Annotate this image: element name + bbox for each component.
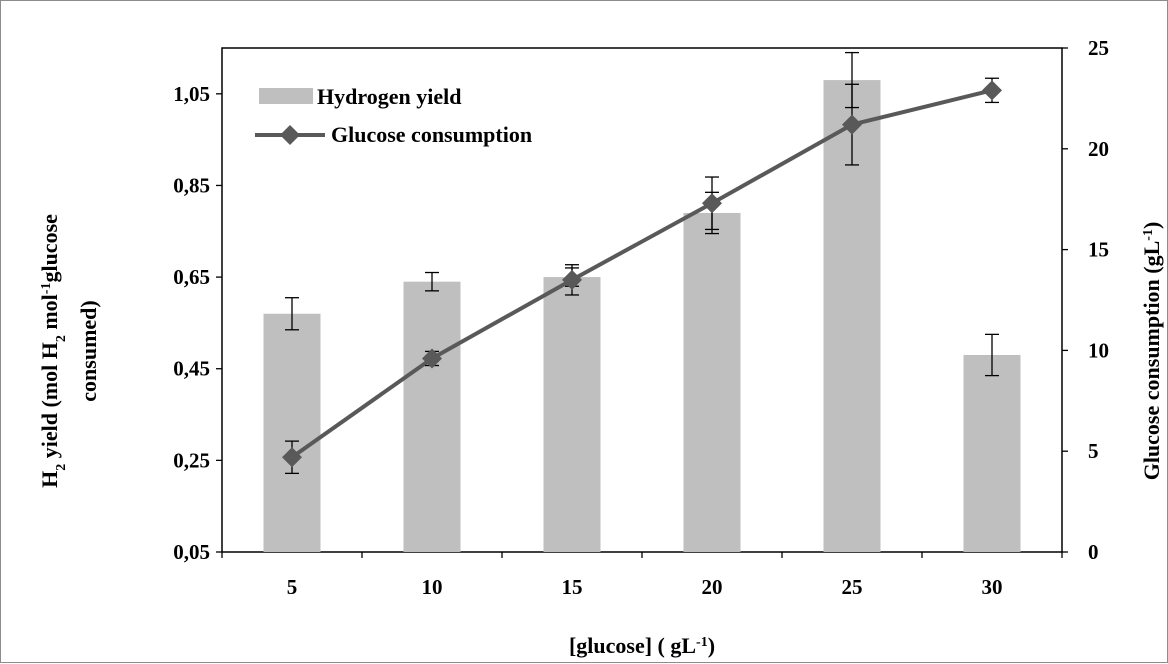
legend: Hydrogen yield Glucose consumption <box>255 84 532 147</box>
x-tick-label: 10 <box>422 575 443 599</box>
title-script-segment: -1 <box>39 283 54 295</box>
title-script-segment: -1 <box>696 635 708 650</box>
right-tick-label: 0 <box>1088 540 1099 564</box>
x-tick-label: 5 <box>287 575 298 599</box>
point-glucose-consumption <box>702 193 722 214</box>
title-text-segment: yield (mol H <box>37 342 62 464</box>
legend-label-hydrogen-yield: Hydrogen yield <box>317 84 461 109</box>
left-tick-label: 1,05 <box>173 82 210 106</box>
right-tick-label: 25 <box>1088 36 1109 60</box>
x-tick-label: 15 <box>562 575 583 599</box>
right-tick-label: 10 <box>1088 338 1109 362</box>
right-tick-label: 15 <box>1088 238 1109 262</box>
title-text-segment: H <box>37 471 62 488</box>
x-axis-title: [glucose] ( gL-1) <box>569 633 715 658</box>
point-glucose-consumption <box>282 447 302 468</box>
bar-hydrogen-yield <box>263 313 321 552</box>
left-axis-title-line2: consumed) <box>76 300 101 401</box>
bar-hydrogen-yield <box>403 281 461 552</box>
line-glucose-consumption <box>290 88 993 459</box>
x-tick-label: 20 <box>702 575 723 599</box>
point-glucose-consumption <box>842 114 862 135</box>
right-tick-label: 5 <box>1088 439 1099 463</box>
title-text-segment: glucose <box>37 214 62 283</box>
left-tick-label: 0,25 <box>173 448 210 472</box>
bar-hydrogen-yield <box>963 354 1021 552</box>
left-tick-label: 0,85 <box>173 173 210 197</box>
legend-swatch-marker <box>280 125 300 145</box>
bar-error-bar <box>285 297 299 331</box>
left-tick-label: 0,05 <box>173 540 210 564</box>
bar-error-bar <box>425 271 439 292</box>
title-script-segment: -1 <box>1141 229 1156 241</box>
left-axis-title-line1: H2 yield (mol H2 mol-1glucose <box>37 214 69 488</box>
bar-error-bar <box>985 333 999 377</box>
point-glucose-consumption <box>982 80 1002 101</box>
title-text-segment: [glucose] ( gL <box>569 633 696 658</box>
title-text-segment: ) <box>708 633 715 658</box>
title-script-segment: 2 <box>54 335 69 342</box>
left-tick-label: 0,45 <box>173 357 210 381</box>
title-text-segment: Glucose consumption (gL <box>1139 241 1164 481</box>
left-tick-label: 0,65 <box>173 265 210 289</box>
right-axis-title: Glucose consumption (gL-1) <box>1139 222 1164 481</box>
x-tick-label: 30 <box>982 575 1003 599</box>
point-glucose-consumption <box>422 348 442 369</box>
right-tick-label: 20 <box>1088 137 1109 161</box>
legend-label-glucose-consumption: Glucose consumption <box>331 122 532 147</box>
title-text-segment: ) <box>1139 222 1164 229</box>
legend-swatch-hydrogen-yield <box>259 88 313 104</box>
bar-hydrogen-yield <box>683 212 741 553</box>
bar-hydrogen-yield <box>543 277 601 552</box>
title-script-segment: 2 <box>54 464 69 471</box>
point-glucose-consumption <box>562 269 582 290</box>
x-tick-label: 25 <box>842 575 863 599</box>
title-text-segment: mol <box>37 294 62 335</box>
